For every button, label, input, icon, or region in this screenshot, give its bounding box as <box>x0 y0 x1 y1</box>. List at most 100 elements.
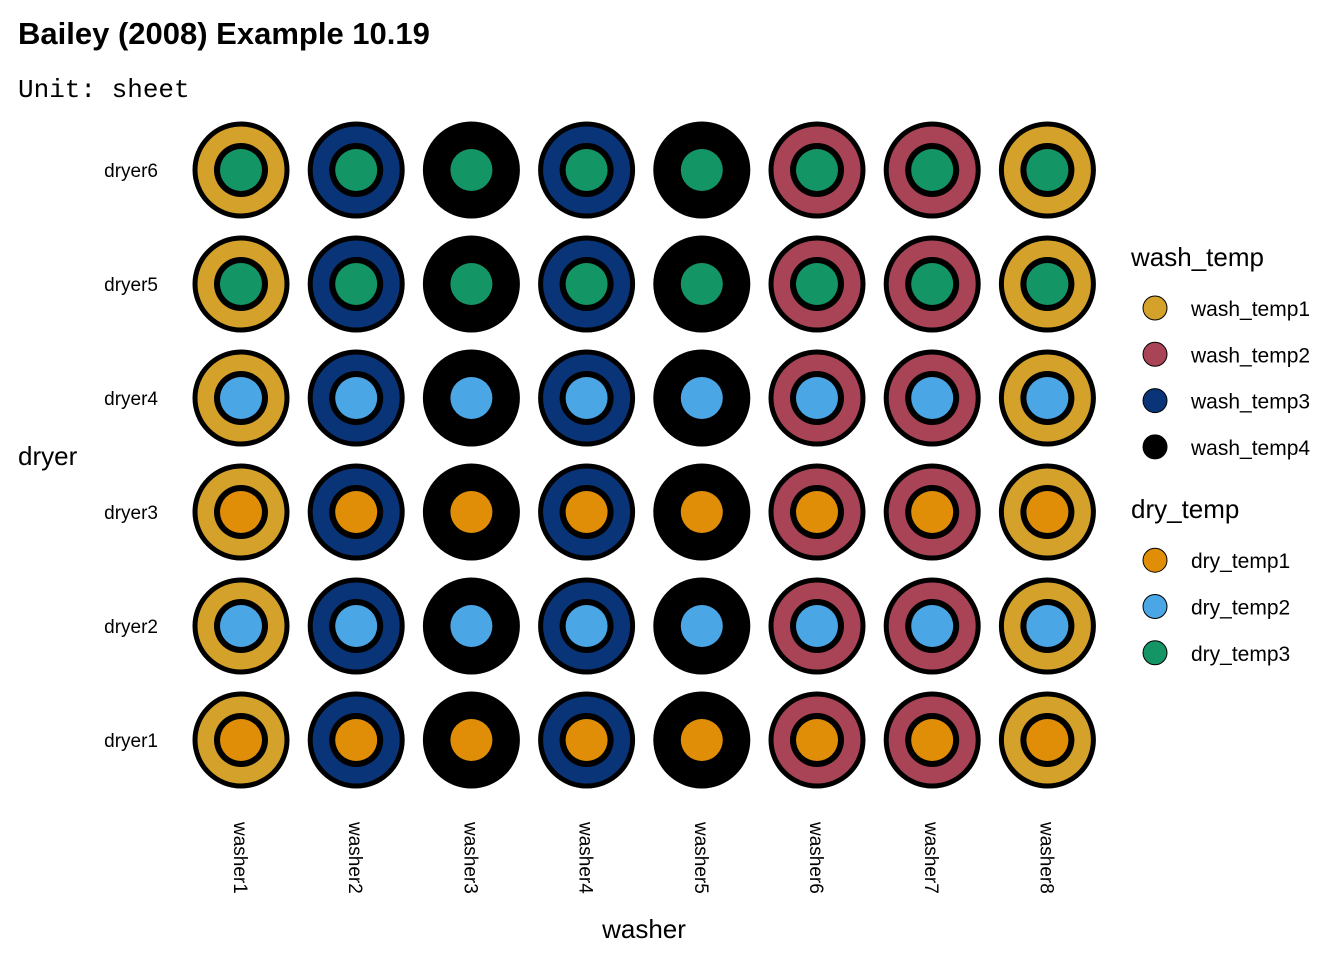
dry-temp-dot <box>220 263 262 305</box>
data-point <box>307 235 405 333</box>
dry-temp-dot <box>565 263 608 305</box>
y-tick-label: dryer1 <box>104 731 158 752</box>
dry-temp-dot <box>450 719 493 761</box>
data-point <box>653 235 751 333</box>
data-point <box>883 463 981 561</box>
data-point <box>422 691 520 789</box>
y-axis-title: dryer <box>18 441 78 471</box>
data-point <box>768 121 866 219</box>
data-point <box>422 463 520 561</box>
dry-temp-dot <box>1026 719 1069 761</box>
dry-temp-dot <box>1026 377 1069 419</box>
dry-temp-dot <box>565 377 608 419</box>
dry-temp-dot <box>220 719 262 761</box>
dry-temp-dot <box>335 605 378 647</box>
data-point <box>307 463 405 561</box>
legend-label: dry_temp2 <box>1191 597 1290 620</box>
y-tick-label: dryer5 <box>104 275 158 296</box>
data-point <box>998 463 1096 561</box>
dry-temp-dot <box>796 491 838 533</box>
data-point <box>538 691 636 789</box>
data-point <box>538 349 636 447</box>
dry-temp-dot <box>911 377 954 419</box>
dry-temp-dot <box>796 377 838 419</box>
dry-temp-dot <box>911 719 954 761</box>
y-tick-label: dryer2 <box>104 617 158 638</box>
data-point <box>883 121 981 219</box>
data-point <box>422 121 520 219</box>
dry-temp-dot <box>911 605 954 647</box>
dry-temp-dot <box>565 491 608 533</box>
dry-temp-dot <box>680 491 723 533</box>
dry-temp-dot <box>450 377 493 419</box>
dry-temp-dot <box>796 719 838 761</box>
data-point <box>192 349 290 447</box>
data-point <box>768 691 866 789</box>
data-point <box>653 463 751 561</box>
dry-temp-dot <box>450 149 493 191</box>
data-point <box>192 577 290 675</box>
chart-subtitle: Unit: sheet <box>18 75 190 105</box>
x-axis-title: washer <box>601 914 686 944</box>
dry-temp-dot <box>450 605 493 647</box>
data-point <box>307 349 405 447</box>
dry-temp-dot <box>911 263 954 305</box>
legend-key <box>1142 388 1168 414</box>
data-point <box>998 235 1096 333</box>
dry-temp-dot <box>680 719 723 761</box>
plot-area: dryer1 dryer2 dryer3 dryer4 dryer5 dryer6 wash… <box>104 121 1096 894</box>
data-point <box>307 577 405 675</box>
data-point <box>768 463 866 561</box>
data-point <box>768 349 866 447</box>
dry-temp-dot <box>220 377 262 419</box>
data-point <box>883 577 981 675</box>
data-point <box>883 349 981 447</box>
legend: wash_temp wash_temp1 wash_temp2 wash_temp3w… <box>1130 242 1310 666</box>
data-point <box>883 235 981 333</box>
dry-temp-dot <box>565 719 608 761</box>
y-tick-label: dryer6 <box>104 161 158 182</box>
data-point <box>307 691 405 789</box>
data-point <box>653 577 751 675</box>
dry-temp-dot <box>680 263 723 305</box>
dry-temp-dot <box>680 149 723 191</box>
data-point <box>538 463 636 561</box>
dry-temp-dot <box>335 149 378 191</box>
data-point <box>768 577 866 675</box>
y-tick-label: dryer3 <box>104 503 158 524</box>
dry-temp-dot <box>796 263 838 305</box>
legend-key <box>1142 594 1168 619</box>
data-point <box>768 235 866 333</box>
dry-temp-dot <box>1026 491 1069 533</box>
x-tick-label: washer8 <box>1035 821 1056 894</box>
legend-key <box>1142 434 1168 460</box>
data-point <box>538 577 636 675</box>
chart-title: Bailey (2008) Example 10.19 <box>18 16 430 51</box>
dry-temp-dot <box>911 491 954 533</box>
data-point <box>538 121 636 219</box>
legend-label: dry_temp3 <box>1191 643 1290 666</box>
dry-temp-dot <box>796 605 838 647</box>
legend-label: wash_temp3 <box>1190 391 1310 414</box>
dry-temp-dot <box>1026 149 1069 191</box>
dry-temp-dot <box>335 719 378 761</box>
data-point <box>538 235 636 333</box>
data-point <box>307 121 405 219</box>
x-tick-label: washer7 <box>920 821 941 894</box>
data-point <box>998 577 1096 675</box>
data-point <box>192 463 290 561</box>
data-point <box>998 349 1096 447</box>
dry-temp-dot <box>565 149 608 191</box>
legend-key <box>1142 640 1168 666</box>
data-point <box>422 349 520 447</box>
dry-temp-dot <box>565 605 608 647</box>
dry-temp-dot <box>450 263 493 305</box>
legend-title: dry_temp <box>1131 494 1239 524</box>
dry-temp-dot <box>220 491 262 533</box>
data-point <box>653 121 751 219</box>
x-tick-label: washer1 <box>229 821 250 894</box>
dry-temp-dot <box>796 149 838 191</box>
dry-temp-dot <box>680 605 723 647</box>
x-tick-label: washer2 <box>344 821 365 894</box>
data-point <box>422 577 520 675</box>
